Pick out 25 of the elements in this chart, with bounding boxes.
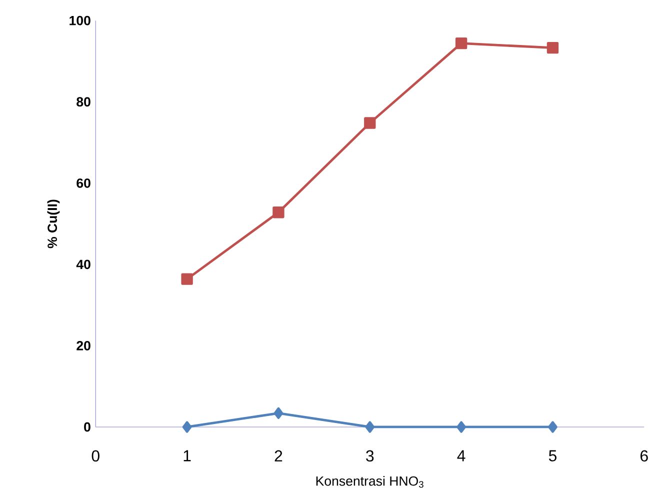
y-tick-label: 40: [76, 260, 90, 270]
point: [365, 421, 375, 433]
point: [274, 407, 284, 419]
y-tick-label: 20: [76, 340, 90, 350]
x-tick-label: 2: [274, 450, 282, 462]
point: [272, 206, 284, 218]
y-tick-label: 80: [76, 97, 90, 107]
x-tick-label: 0: [92, 450, 100, 462]
y-tick-label: 100: [70, 16, 90, 26]
x-tick-label: 5: [548, 450, 556, 462]
y-tick-label: 60: [76, 178, 90, 188]
x-tick-label: 4: [457, 450, 466, 462]
point: [364, 117, 376, 129]
x-tick-label: 3: [366, 450, 374, 462]
point: [456, 421, 466, 433]
x-tick-label: 1: [184, 450, 191, 462]
point: [455, 37, 468, 50]
point: [182, 421, 192, 433]
point: [181, 273, 193, 285]
y-tick-label: 0: [84, 422, 90, 432]
x-tick-label: 6: [640, 450, 648, 462]
x-axis-title: Konsentrasi HNO$_{3}$: [316, 476, 424, 488]
point: [548, 421, 558, 433]
y-axis-title: % Cu(II): [47, 200, 60, 248]
point: [546, 42, 559, 54]
